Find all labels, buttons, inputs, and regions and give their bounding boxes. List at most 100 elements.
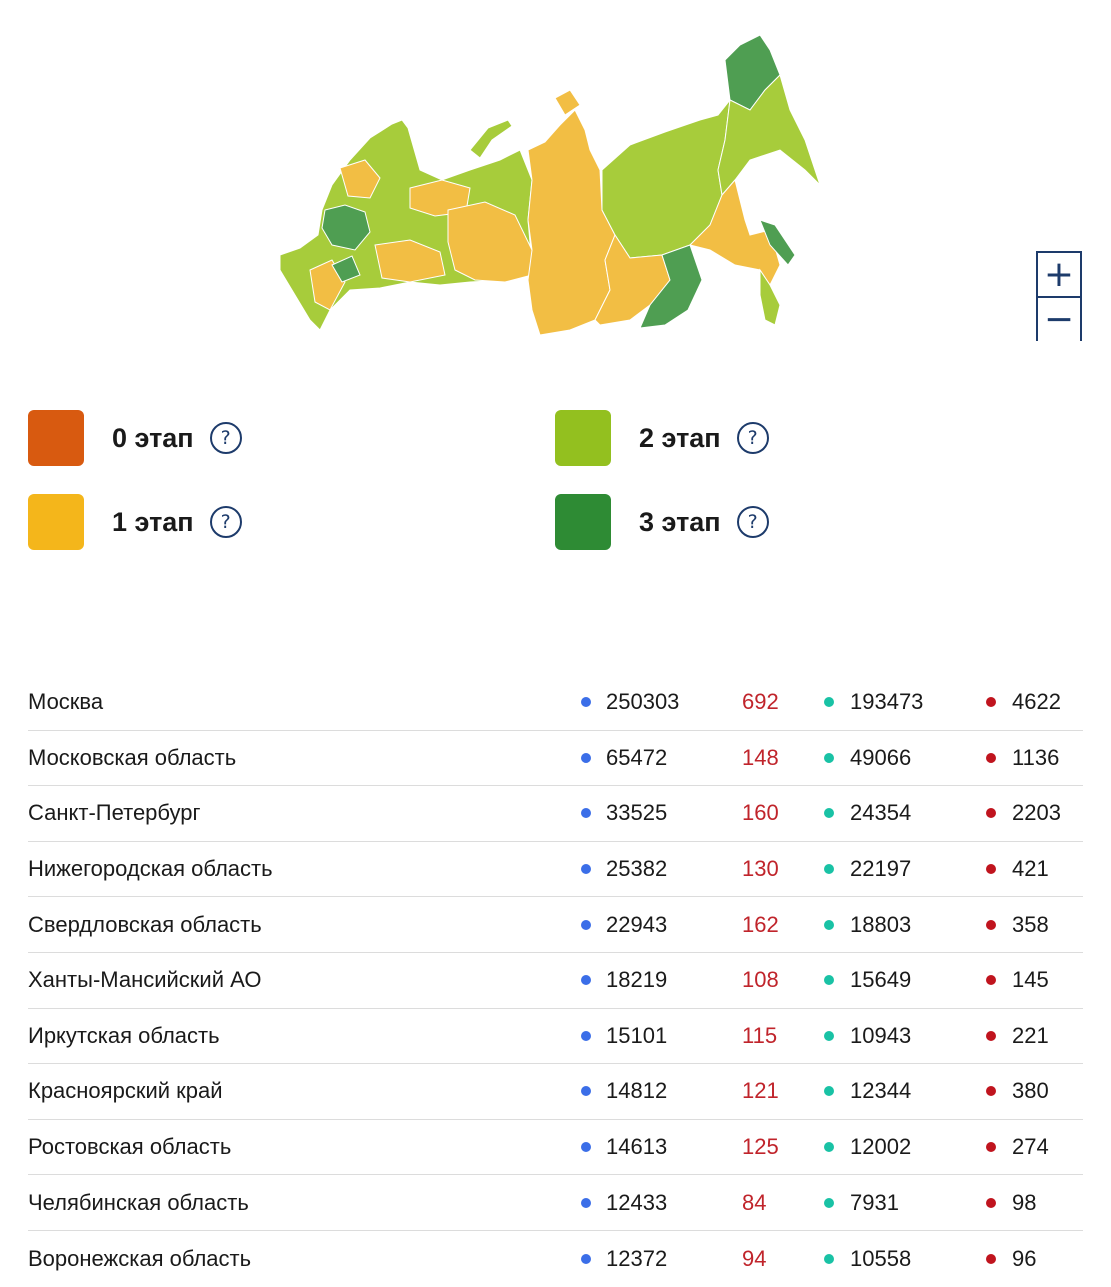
table-row[interactable]: Челябинская область 12433 84 7931 98 xyxy=(28,1175,1083,1231)
deaths-dot-icon xyxy=(986,864,996,875)
map-region-krasnoyarsk[interactable] xyxy=(527,109,616,336)
map-region-novaya-zemlya[interactable] xyxy=(469,119,513,159)
map-region-moscow[interactable] xyxy=(321,204,371,251)
new-cases-value: 162 xyxy=(742,911,779,937)
help-icon[interactable]: ? xyxy=(209,506,242,538)
new-cases-value: 160 xyxy=(742,800,779,826)
recovered-dot-icon xyxy=(824,697,834,708)
zoom-out-button[interactable]: − xyxy=(1038,298,1080,341)
russia-map[interactable] xyxy=(270,20,840,350)
recovered-dot-icon xyxy=(824,919,834,930)
deaths-dot-icon xyxy=(986,1197,996,1208)
cases-dot-icon xyxy=(581,1253,591,1264)
table-row[interactable]: Нижегородская область 25382 130 22197 42… xyxy=(28,842,1083,898)
recovered-value: 12002 xyxy=(850,1134,912,1160)
recovered-dot-icon xyxy=(824,1197,834,1208)
table-row[interactable]: Иркутская область 15101 115 10943 221 xyxy=(28,1009,1083,1065)
cases-value: 65472 xyxy=(606,744,668,770)
deaths-dot-icon xyxy=(986,1086,996,1097)
region-name: Иркутская область xyxy=(28,1022,220,1048)
region-name: Свердловская область xyxy=(28,911,262,937)
deaths-dot-icon xyxy=(986,1253,996,1264)
table-row[interactable]: Воронежская область 12372 94 10558 96 xyxy=(28,1231,1083,1287)
new-cases-value: 108 xyxy=(742,967,779,993)
deaths-value: 274 xyxy=(1012,1134,1049,1160)
deaths-dot-icon xyxy=(986,975,996,986)
recovered-value: 15649 xyxy=(850,967,912,993)
recovered-dot-icon xyxy=(824,1142,834,1153)
cases-dot-icon xyxy=(581,975,591,986)
region-name: Ханты-Мансийский АО xyxy=(28,967,262,993)
new-cases-value: 148 xyxy=(742,744,779,770)
recovered-dot-icon xyxy=(824,752,834,763)
cases-dot-icon xyxy=(581,864,591,875)
recovered-value: 49066 xyxy=(850,744,912,770)
cases-value: 12433 xyxy=(606,1189,668,1215)
map-region-caucasus[interactable] xyxy=(331,255,361,283)
new-cases-value: 115 xyxy=(742,1022,778,1048)
map-region-taimyr-islands[interactable] xyxy=(554,89,581,116)
cases-value: 22943 xyxy=(606,911,668,937)
cases-value: 18219 xyxy=(606,967,668,993)
cases-value: 250303 xyxy=(606,689,680,715)
deaths-value: 1136 xyxy=(1012,744,1060,770)
stage0-swatch xyxy=(28,410,84,466)
recovered-dot-icon xyxy=(824,864,834,875)
map-region-zabaikalsky[interactable] xyxy=(639,244,703,329)
table-row[interactable]: Ростовская область 14613 125 12002 274 xyxy=(28,1120,1083,1176)
deaths-value: 421 xyxy=(1012,856,1049,882)
recovered-value: 18803 xyxy=(850,911,912,937)
help-icon[interactable]: ? xyxy=(736,506,769,538)
stage-legend: 0 этап ? 2 этап ? 1 этап ? 3 этап ? xyxy=(28,410,1088,560)
deaths-dot-icon xyxy=(986,1142,996,1153)
table-row[interactable]: Санкт-Петербург 33525 160 24354 2203 xyxy=(28,786,1083,842)
map-region-west-yellow-1[interactable] xyxy=(339,159,381,199)
cases-dot-icon xyxy=(581,1197,591,1208)
cases-dot-icon xyxy=(581,1086,591,1097)
deaths-value: 145 xyxy=(1012,967,1049,993)
region-name: Москва xyxy=(28,689,104,715)
map-region-urals[interactable] xyxy=(447,201,533,283)
deaths-value: 221 xyxy=(1012,1022,1049,1048)
recovered-value: 24354 xyxy=(850,800,912,826)
russia-map-svg[interactable] xyxy=(270,20,840,350)
map-region-west-yellow-3[interactable] xyxy=(374,239,446,283)
new-cases-value: 692 xyxy=(742,689,779,715)
deaths-dot-icon xyxy=(986,808,996,819)
zoom-in-button[interactable]: + xyxy=(1038,253,1080,296)
region-name: Челябинская область xyxy=(28,1189,249,1215)
legend-label: 3 этап xyxy=(639,506,721,537)
region-name: Воронежская область xyxy=(28,1245,252,1271)
zoom-divider xyxy=(1038,296,1080,298)
deaths-dot-icon xyxy=(986,752,996,763)
cases-value: 15101 xyxy=(606,1022,668,1048)
recovered-dot-icon xyxy=(824,1030,834,1041)
map-region-primorye[interactable] xyxy=(759,268,781,326)
table-row[interactable]: Московская область 65472 148 49066 1136 xyxy=(28,731,1083,787)
table-row[interactable]: Красноярский край 14812 121 12344 380 xyxy=(28,1064,1083,1120)
cases-value: 33525 xyxy=(606,800,668,826)
region-name: Ростовская область xyxy=(28,1134,232,1160)
stage2-swatch xyxy=(555,410,611,466)
deaths-dot-icon xyxy=(986,697,996,708)
deaths-value: 98 xyxy=(1012,1189,1037,1215)
table-row[interactable]: Москва 250303 692 193473 4622 xyxy=(28,675,1083,731)
table-row[interactable]: Свердловская область 22943 162 18803 358 xyxy=(28,897,1083,953)
cases-value: 14812 xyxy=(606,1078,668,1104)
help-icon[interactable]: ? xyxy=(209,422,242,454)
cases-dot-icon xyxy=(581,697,591,708)
region-name: Санкт-Петербург xyxy=(28,800,201,826)
help-icon[interactable]: ? xyxy=(736,422,769,454)
region-name: Красноярский край xyxy=(28,1078,223,1104)
new-cases-value: 94 xyxy=(742,1245,767,1271)
map-region-amur[interactable] xyxy=(594,233,671,326)
recovered-dot-icon xyxy=(824,975,834,986)
cases-dot-icon xyxy=(581,1142,591,1153)
recovered-value: 193473 xyxy=(850,689,924,715)
stage3-swatch xyxy=(555,494,611,550)
map-region-far-east[interactable] xyxy=(717,74,821,197)
map-region-sakhalin[interactable] xyxy=(759,219,796,266)
legend-item-stage2: 2 этап ? xyxy=(555,410,769,466)
table-row[interactable]: Ханты-Мансийский АО 18219 108 15649 145 xyxy=(28,953,1083,1009)
cases-value: 14613 xyxy=(606,1134,668,1160)
